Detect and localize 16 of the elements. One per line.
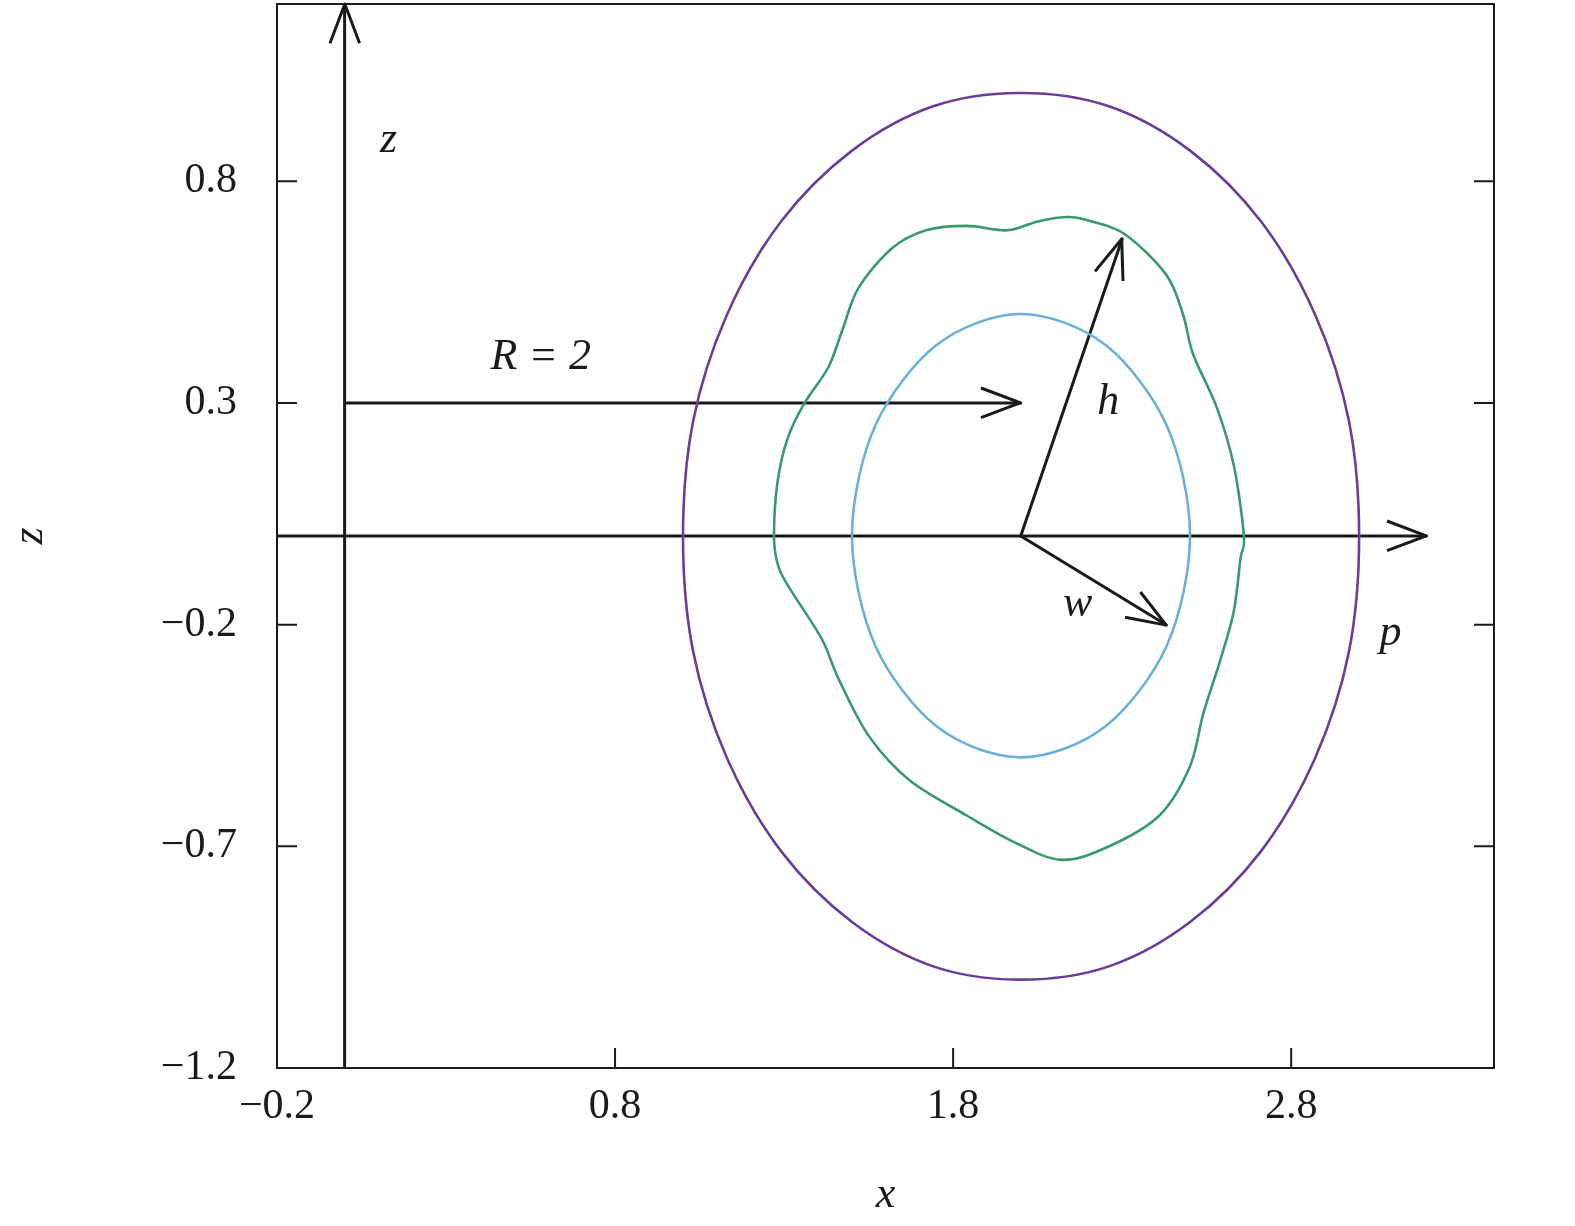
- y-tick-label: −1.2: [160, 1042, 237, 1089]
- annotation: z: [379, 112, 398, 162]
- y-tick-label: 0.8: [184, 155, 237, 202]
- annotation: R = 2: [489, 329, 591, 379]
- x-tick-label: −0.2: [238, 1081, 316, 1128]
- x-axis-title: x: [874, 1168, 896, 1218]
- x-tick-label: 2.8: [1264, 1081, 1318, 1128]
- y-tick-label: −0.2: [160, 598, 237, 645]
- annotation: p: [1376, 605, 1402, 655]
- y-tick-label: 0.3: [184, 377, 237, 424]
- annotation: w: [1062, 576, 1093, 626]
- y-axis-title: z: [2, 527, 52, 546]
- y-tick-label: −0.7: [160, 820, 237, 867]
- x-tick-label: 0.8: [588, 1081, 642, 1128]
- annotation: h: [1097, 374, 1120, 424]
- x-tick-label: 1.8: [926, 1081, 980, 1128]
